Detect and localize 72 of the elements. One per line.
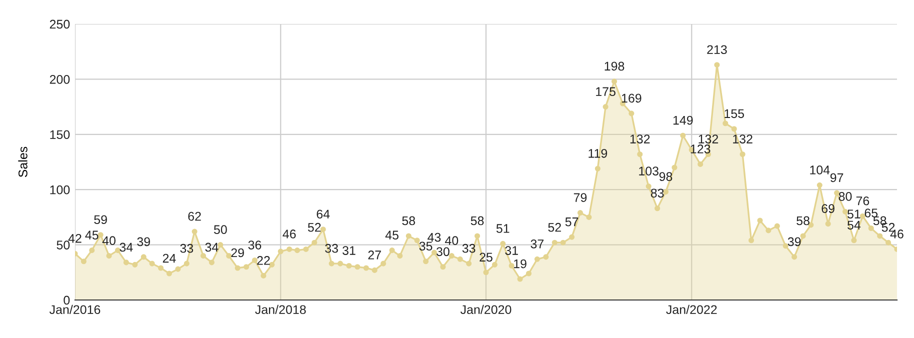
data-label: 46 (282, 230, 296, 238)
data-label: 52 (548, 222, 561, 232)
x-tick-label: Jan/2018 (255, 304, 306, 314)
data-label: 132 (698, 134, 718, 144)
x-tick-label: Jan/2022 (666, 304, 717, 314)
data-label: 132 (733, 134, 752, 144)
y-tick-label: 100 (50, 185, 70, 194)
y-tick-label: 0 (64, 296, 70, 305)
data-label: 35 (419, 242, 432, 251)
data-label: 39 (788, 237, 801, 246)
data-label: 123 (690, 144, 710, 154)
y-tick-label: 200 (50, 75, 70, 84)
data-label: 119 (588, 148, 608, 158)
data-label: 59 (94, 215, 107, 224)
data-label: 40 (445, 236, 458, 246)
data-label: 45 (385, 230, 398, 240)
data-label: 22 (257, 256, 270, 265)
data-label: 104 (810, 166, 830, 174)
data-label: 33 (325, 244, 338, 253)
y-axis-title: Sales (18, 146, 28, 178)
y-tick-label: 250 (50, 20, 70, 29)
data-label: 31 (505, 246, 518, 255)
data-label: 25 (480, 252, 492, 262)
annotation: 51 (848, 210, 860, 218)
data-label: 51 (496, 224, 510, 233)
data-label: 58 (796, 216, 810, 226)
data-label: 34 (205, 242, 218, 252)
x-tick-label: Jan/2016 (49, 304, 100, 314)
data-label: 34 (120, 242, 133, 252)
data-label: 198 (604, 62, 624, 71)
data-label: 24 (162, 254, 176, 263)
data-label: 36 (248, 240, 262, 250)
data-label: 50 (214, 225, 227, 234)
data-label: 58 (470, 216, 484, 226)
data-label: 46 (890, 230, 904, 238)
data-label: 27 (368, 250, 381, 260)
data-label: 52 (308, 222, 321, 232)
y-tick-label: 50 (56, 240, 70, 250)
data-label: 39 (137, 237, 150, 246)
data-label: 69 (822, 204, 834, 214)
data-label: 80 (838, 192, 852, 201)
data-label: 30 (436, 247, 450, 256)
data-label: 213 (707, 45, 727, 54)
data-label: 40 (102, 236, 116, 246)
data-label: 64 (316, 210, 330, 219)
data-label: 19 (514, 259, 526, 268)
data-label: 33 (462, 244, 476, 253)
y-tick-label: 150 (50, 130, 70, 140)
data-label: 103 (639, 166, 658, 176)
data-label: 155 (724, 109, 744, 118)
data-label: 83 (650, 188, 664, 198)
data-label: 169 (622, 94, 642, 103)
x-tick-label: Jan/2020 (460, 304, 512, 314)
data-label: 76 (856, 196, 870, 206)
data-label: 43 (428, 232, 441, 242)
data-label: 97 (830, 173, 844, 182)
data-label: 33 (180, 244, 194, 253)
data-label: 65 (864, 208, 878, 218)
data-label: 57 (565, 218, 578, 226)
data-label: 175 (596, 87, 616, 96)
data-label: 149 (673, 116, 693, 125)
data-label: 42 (68, 234, 82, 243)
data-label: 45 (85, 230, 98, 240)
data-label: 54 (848, 220, 861, 230)
data-label: 98 (659, 172, 672, 182)
data-label: 37 (530, 239, 544, 248)
data-label: 31 (342, 246, 356, 255)
data-label: 79 (574, 193, 587, 202)
data-label: 132 (630, 134, 650, 144)
data-label: 29 (231, 248, 244, 258)
data-label: 58 (402, 216, 416, 226)
data-label: 62 (188, 212, 201, 221)
